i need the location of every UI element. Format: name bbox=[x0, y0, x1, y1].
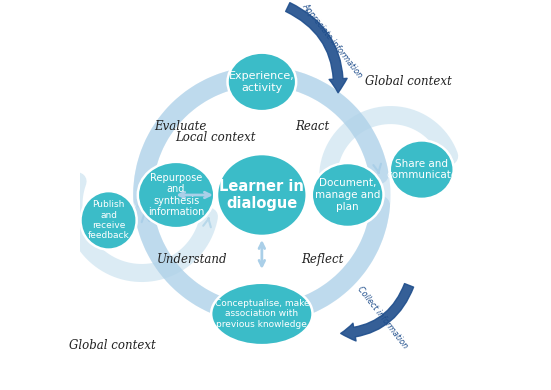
Text: Reflect: Reflect bbox=[301, 253, 343, 266]
Text: Publish
and
receive
feedback: Publish and receive feedback bbox=[88, 200, 129, 241]
Text: Local context: Local context bbox=[175, 131, 255, 144]
Text: React: React bbox=[295, 120, 329, 133]
Text: Repurpose
and
synthesis
information: Repurpose and synthesis information bbox=[148, 173, 204, 217]
Ellipse shape bbox=[217, 154, 307, 236]
Ellipse shape bbox=[211, 283, 312, 345]
FancyArrowPatch shape bbox=[341, 284, 414, 341]
Ellipse shape bbox=[80, 191, 137, 250]
Ellipse shape bbox=[228, 53, 296, 111]
Text: Understand: Understand bbox=[156, 253, 227, 266]
Text: Global context: Global context bbox=[365, 75, 451, 89]
Text: Collect information: Collect information bbox=[356, 285, 410, 351]
Text: Experience,
activity: Experience, activity bbox=[229, 71, 295, 93]
Ellipse shape bbox=[138, 162, 214, 228]
Text: Global context: Global context bbox=[69, 339, 156, 352]
Ellipse shape bbox=[312, 163, 383, 227]
Text: Share and
communicate: Share and communicate bbox=[386, 159, 457, 181]
Text: Document,
manage and
plan: Document, manage and plan bbox=[315, 178, 380, 212]
Ellipse shape bbox=[390, 140, 453, 199]
Text: Appreciate information: Appreciate information bbox=[300, 2, 364, 80]
Text: Learner in
dialogue: Learner in dialogue bbox=[219, 179, 304, 211]
FancyArrowPatch shape bbox=[285, 3, 347, 93]
Text: Conceptualise, make
association with
previous knowledge: Conceptualise, make association with pre… bbox=[214, 299, 309, 329]
Text: Evaluate: Evaluate bbox=[154, 120, 206, 133]
